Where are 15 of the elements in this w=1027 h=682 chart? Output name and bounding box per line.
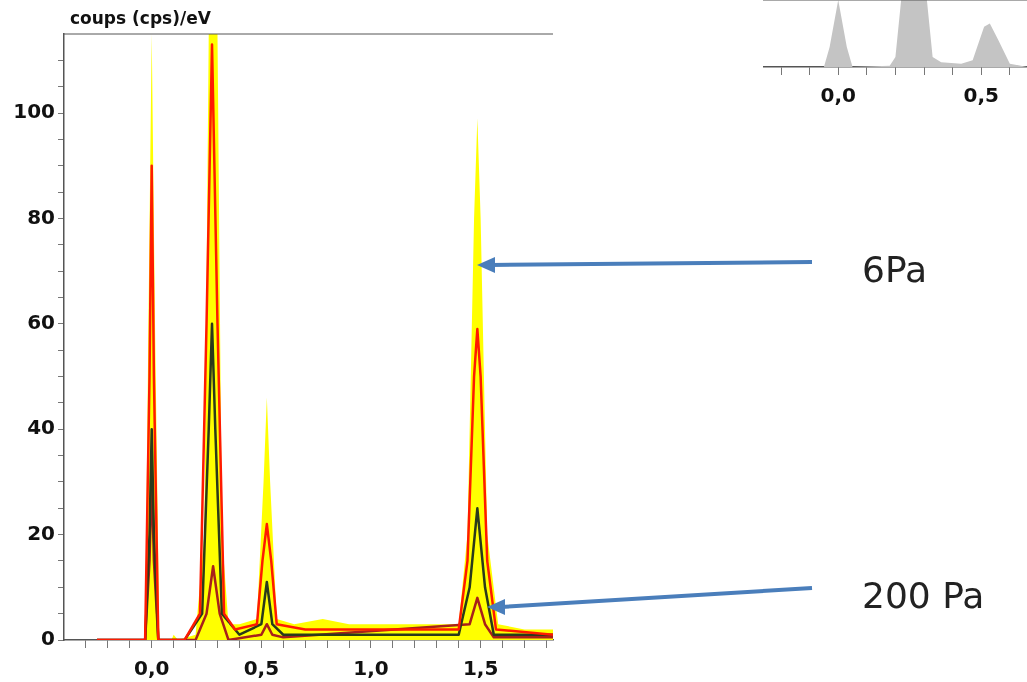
y-tick-label: 60 bbox=[27, 310, 55, 335]
y-axis-title: coups (cps)/eV bbox=[70, 7, 212, 28]
x-tick-label: 1,5 bbox=[462, 656, 499, 681]
y-tick-label: 80 bbox=[27, 204, 55, 229]
y-tick-label: 0 bbox=[41, 626, 55, 651]
text: 6Pa bbox=[862, 248, 928, 292]
x-tick-label: 0,5 bbox=[243, 656, 280, 681]
y-tick-label: 40 bbox=[27, 415, 55, 440]
y-tick-label: 20 bbox=[27, 520, 55, 545]
x-tick-label: 0,0 bbox=[133, 656, 170, 681]
x-tick-label: 0,0 bbox=[820, 83, 856, 108]
x-tick-label: 0,5 bbox=[963, 83, 999, 108]
y-tick-label: 100 bbox=[13, 99, 55, 124]
text: 200 Pa bbox=[862, 574, 985, 618]
x-tick-label: 1,0 bbox=[353, 656, 389, 681]
